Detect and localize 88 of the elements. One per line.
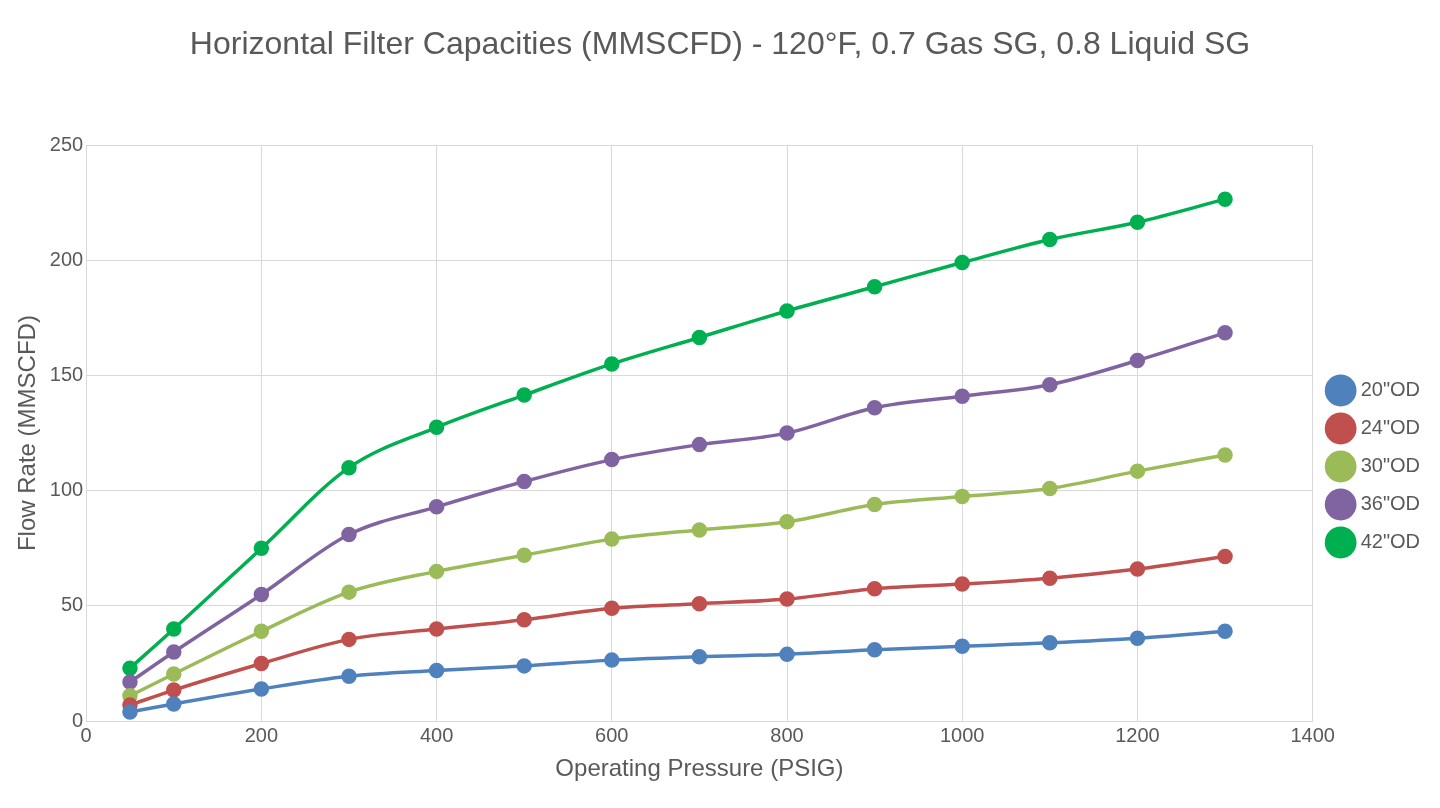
x-tick-label: 400 — [419, 723, 454, 746]
point — [428, 662, 445, 679]
point — [1217, 325, 1233, 341]
x-tick-label: 800 — [770, 723, 804, 746]
point — [779, 425, 795, 441]
x-axis-title: Operating Pressure (PSIG) — [555, 754, 844, 782]
point — [1042, 231, 1058, 248]
point — [1129, 214, 1146, 230]
y-tick-label: 50 — [60, 593, 84, 616]
point — [122, 660, 138, 676]
point — [954, 388, 970, 404]
point — [516, 387, 532, 403]
point — [253, 681, 270, 697]
y-tick-label: 150 — [49, 363, 84, 385]
point — [1129, 561, 1146, 577]
point — [1042, 480, 1058, 497]
point — [166, 696, 182, 712]
point — [779, 514, 795, 530]
point — [691, 329, 708, 346]
point — [1042, 376, 1058, 393]
legend-label: 30"OD — [1360, 454, 1421, 477]
point — [516, 547, 532, 563]
y-tick-label: 250 — [49, 132, 84, 155]
point — [779, 646, 795, 663]
point — [428, 563, 445, 580]
point — [253, 623, 270, 640]
point — [516, 473, 532, 490]
point — [341, 459, 357, 476]
point — [691, 436, 708, 453]
point — [779, 303, 795, 319]
point — [1129, 463, 1146, 479]
point — [1217, 191, 1233, 207]
point — [166, 682, 182, 698]
legend-label: 36"OD — [1360, 492, 1421, 515]
point — [166, 644, 182, 660]
point — [428, 621, 445, 637]
point — [253, 655, 270, 672]
point — [691, 648, 708, 665]
point — [341, 526, 357, 543]
point — [341, 584, 357, 600]
point — [122, 674, 138, 690]
legend-label: 24"OD — [1360, 416, 1421, 439]
y-tick-label: 100 — [49, 478, 84, 501]
point — [604, 451, 620, 468]
point — [866, 279, 883, 295]
x-tick-label: 1200 — [1115, 723, 1160, 746]
point — [866, 642, 883, 658]
point — [779, 591, 795, 607]
point — [604, 356, 620, 372]
point — [1217, 447, 1233, 463]
point — [691, 595, 708, 612]
point — [604, 531, 620, 547]
point — [954, 254, 970, 271]
x-tick-label: 1000 — [939, 723, 985, 746]
point — [1042, 635, 1058, 651]
legend-label: 20"OD — [1360, 378, 1421, 401]
point — [1217, 548, 1233, 565]
point — [691, 522, 708, 538]
point — [604, 652, 620, 668]
point — [428, 419, 445, 436]
point — [166, 621, 182, 637]
point — [954, 638, 970, 655]
point — [253, 586, 270, 603]
x-tick-label: 1400 — [1290, 723, 1335, 746]
point — [954, 488, 970, 505]
point — [1129, 352, 1146, 369]
x-tick-label: 600 — [595, 723, 629, 746]
point — [866, 400, 883, 416]
point — [341, 668, 357, 685]
point — [428, 499, 445, 515]
chart-title: Horizontal Filter Capacities (MMSCFD) - 120°F, 0.7 Gas SG, 0.8 Liquid SG — [188, 24, 1252, 63]
y-tick-label: 200 — [49, 247, 84, 270]
point — [1042, 570, 1058, 587]
legend-label: 42"OD — [1360, 530, 1421, 553]
point — [866, 580, 883, 597]
x-tick-label: 200 — [244, 723, 279, 746]
point — [516, 658, 532, 674]
point — [604, 600, 620, 617]
point — [166, 666, 182, 682]
point — [954, 576, 970, 592]
point — [1217, 623, 1233, 640]
point — [341, 631, 357, 648]
y-axis-title: Flow Rate (MMSCFD) — [13, 315, 41, 552]
point — [516, 612, 532, 628]
point — [122, 704, 138, 720]
point — [866, 496, 883, 513]
point — [1129, 630, 1146, 646]
point — [253, 540, 270, 557]
